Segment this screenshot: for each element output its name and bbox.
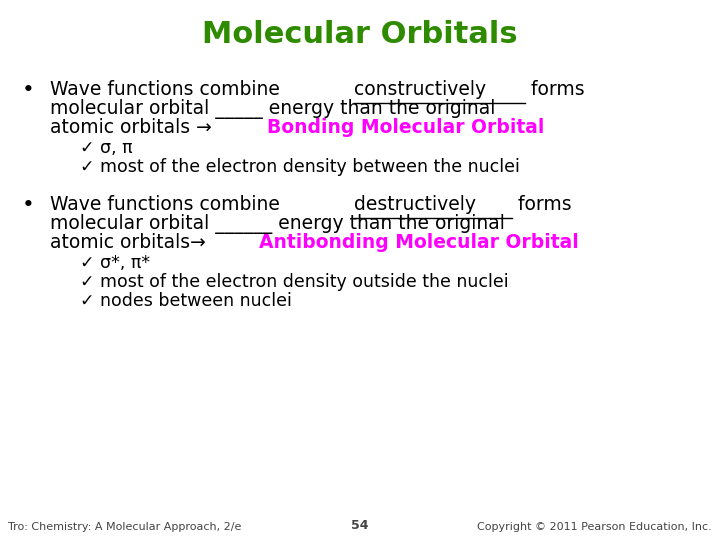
Text: Molecular Orbitals: Molecular Orbitals	[202, 20, 518, 49]
Text: forms: forms	[512, 195, 572, 214]
Text: •: •	[22, 195, 35, 215]
Text: destructively: destructively	[354, 195, 477, 214]
Text: 54: 54	[351, 519, 369, 532]
Text: forms: forms	[525, 80, 585, 99]
Text: Bonding Molecular Orbital: Bonding Molecular Orbital	[266, 118, 544, 137]
Text: Antibonding Molecular Orbital: Antibonding Molecular Orbital	[259, 233, 579, 252]
Text: atomic orbitals →: atomic orbitals →	[50, 118, 218, 137]
Text: atomic orbitals→: atomic orbitals→	[50, 233, 212, 252]
Text: ✓ σ*, π*: ✓ σ*, π*	[80, 254, 150, 272]
Text: ✓ nodes between nuclei: ✓ nodes between nuclei	[80, 292, 292, 310]
Text: molecular orbital ______ energy than the original: molecular orbital ______ energy than the…	[50, 214, 505, 234]
Text: Wave functions combine: Wave functions combine	[50, 195, 286, 214]
Text: ✓ most of the electron density between the nuclei: ✓ most of the electron density between t…	[80, 158, 520, 176]
Text: •: •	[22, 80, 35, 100]
Text: constructively: constructively	[354, 80, 487, 99]
Text: molecular orbital _____ energy than the original: molecular orbital _____ energy than the …	[50, 99, 495, 119]
Text: Copyright © 2011 Pearson Education, Inc.: Copyright © 2011 Pearson Education, Inc.	[477, 522, 712, 532]
Text: ✓ σ, π: ✓ σ, π	[80, 139, 132, 157]
Text: ✓ most of the electron density outside the nuclei: ✓ most of the electron density outside t…	[80, 273, 508, 291]
Text: Tro: Chemistry: A Molecular Approach, 2/e: Tro: Chemistry: A Molecular Approach, 2/…	[8, 522, 241, 532]
Text: Wave functions combine: Wave functions combine	[50, 80, 286, 99]
